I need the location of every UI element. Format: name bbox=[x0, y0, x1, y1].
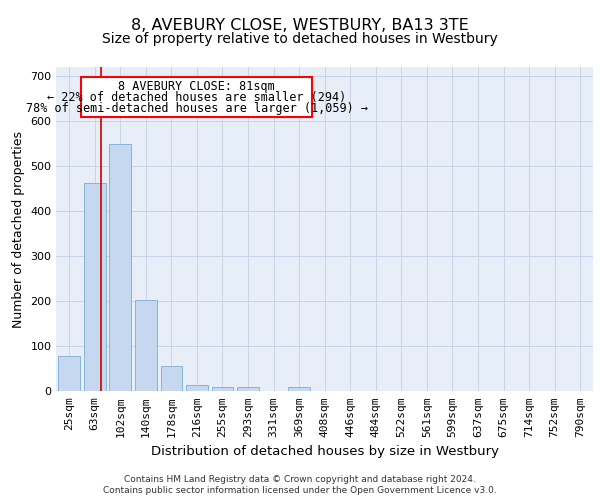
Y-axis label: Number of detached properties: Number of detached properties bbox=[12, 130, 25, 328]
Text: 8 AVEBURY CLOSE: 81sqm: 8 AVEBURY CLOSE: 81sqm bbox=[118, 80, 275, 94]
Text: ← 22% of detached houses are smaller (294): ← 22% of detached houses are smaller (29… bbox=[47, 90, 346, 104]
Bar bbox=[186, 384, 208, 392]
Text: Contains public sector information licensed under the Open Government Licence v3: Contains public sector information licen… bbox=[103, 486, 497, 495]
Bar bbox=[109, 144, 131, 392]
Bar bbox=[58, 356, 80, 392]
Text: 8, AVEBURY CLOSE, WESTBURY, BA13 3TE: 8, AVEBURY CLOSE, WESTBURY, BA13 3TE bbox=[131, 18, 469, 32]
Bar bbox=[237, 387, 259, 392]
Bar bbox=[289, 387, 310, 392]
Bar bbox=[84, 183, 106, 392]
Bar bbox=[161, 366, 182, 392]
FancyBboxPatch shape bbox=[82, 77, 312, 118]
Bar bbox=[212, 387, 233, 392]
Text: 78% of semi-detached houses are larger (1,059) →: 78% of semi-detached houses are larger (… bbox=[26, 102, 368, 115]
X-axis label: Distribution of detached houses by size in Westbury: Distribution of detached houses by size … bbox=[151, 445, 499, 458]
Text: Size of property relative to detached houses in Westbury: Size of property relative to detached ho… bbox=[102, 32, 498, 46]
Bar bbox=[135, 300, 157, 392]
Text: Contains HM Land Registry data © Crown copyright and database right 2024.: Contains HM Land Registry data © Crown c… bbox=[124, 475, 476, 484]
